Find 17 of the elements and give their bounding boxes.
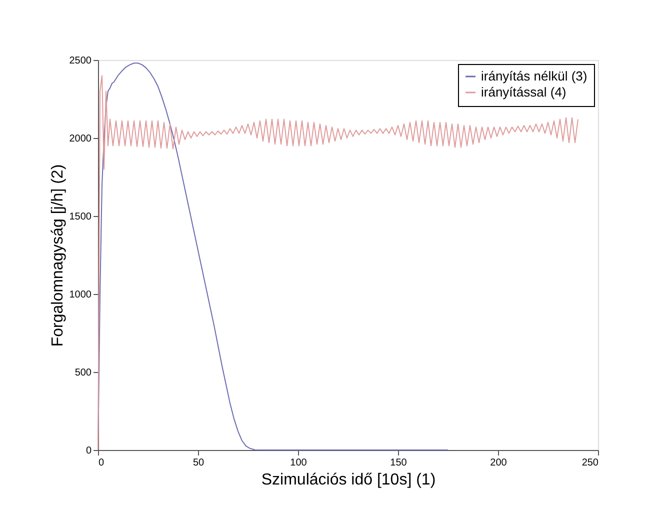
x-tick-label: 200 <box>490 458 508 468</box>
legend-label: irányítás nélkül (3) <box>481 68 588 84</box>
y-axis-title: Forgalomnagyság [j/h] (2) <box>49 164 66 347</box>
line-series <box>98 62 448 450</box>
y-tick-label: 1000 <box>69 290 92 300</box>
x-tick-label: 0 <box>98 458 104 468</box>
x-tick-label: 50 <box>192 458 204 468</box>
x-tick-label: 150 <box>390 458 408 468</box>
y-tick-label: 2000 <box>69 134 92 144</box>
x-tick-label: 100 <box>290 458 308 468</box>
y-tick-label: 0 <box>86 446 92 456</box>
legend-label: irányítással (4) <box>481 84 566 100</box>
y-tick-label: 2500 <box>69 56 92 66</box>
y-tick-label: 500 <box>74 368 92 378</box>
x-axis-title: Szimulációs idő [10s] (1) <box>261 472 436 488</box>
x-tick-label: 250 <box>582 458 599 468</box>
y-tick-label: 1500 <box>69 212 92 222</box>
